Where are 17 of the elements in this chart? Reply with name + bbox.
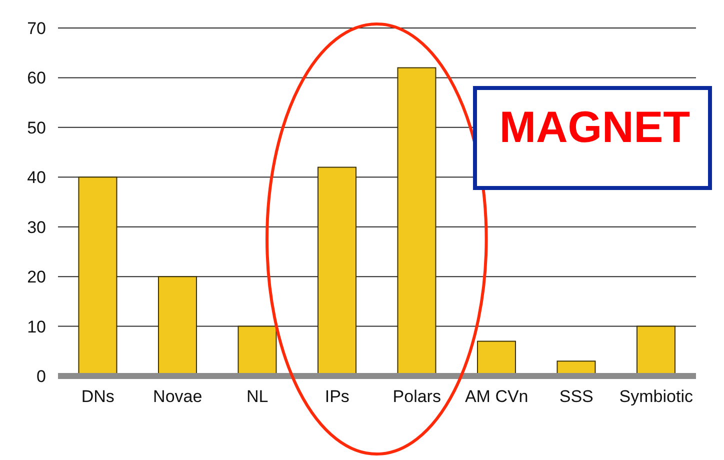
y-tick-label: 40: [27, 168, 46, 188]
y-tick-label: 50: [27, 118, 46, 138]
x-tick-label: Symbiotic: [619, 387, 694, 406]
x-tick-label: Novae: [153, 387, 202, 406]
annotation: MAGNET: [473, 86, 712, 190]
y-tick-label: 10: [27, 317, 46, 336]
y-tick-label: 20: [27, 268, 46, 287]
x-tick-label: IPs: [324, 387, 350, 406]
x-tick-label: DNs: [81, 387, 114, 406]
x-tick-label: SSS: [559, 387, 594, 406]
x-tick-label: Polars: [392, 387, 441, 406]
x-tick-label: NL: [246, 387, 268, 406]
y-tick-label: 70: [27, 19, 46, 38]
y-tick-label: 0: [36, 367, 46, 386]
x-tick-label: AM CVn: [464, 387, 528, 406]
y-tick-label: 60: [27, 68, 46, 88]
y-tick-label: 30: [27, 218, 46, 237]
